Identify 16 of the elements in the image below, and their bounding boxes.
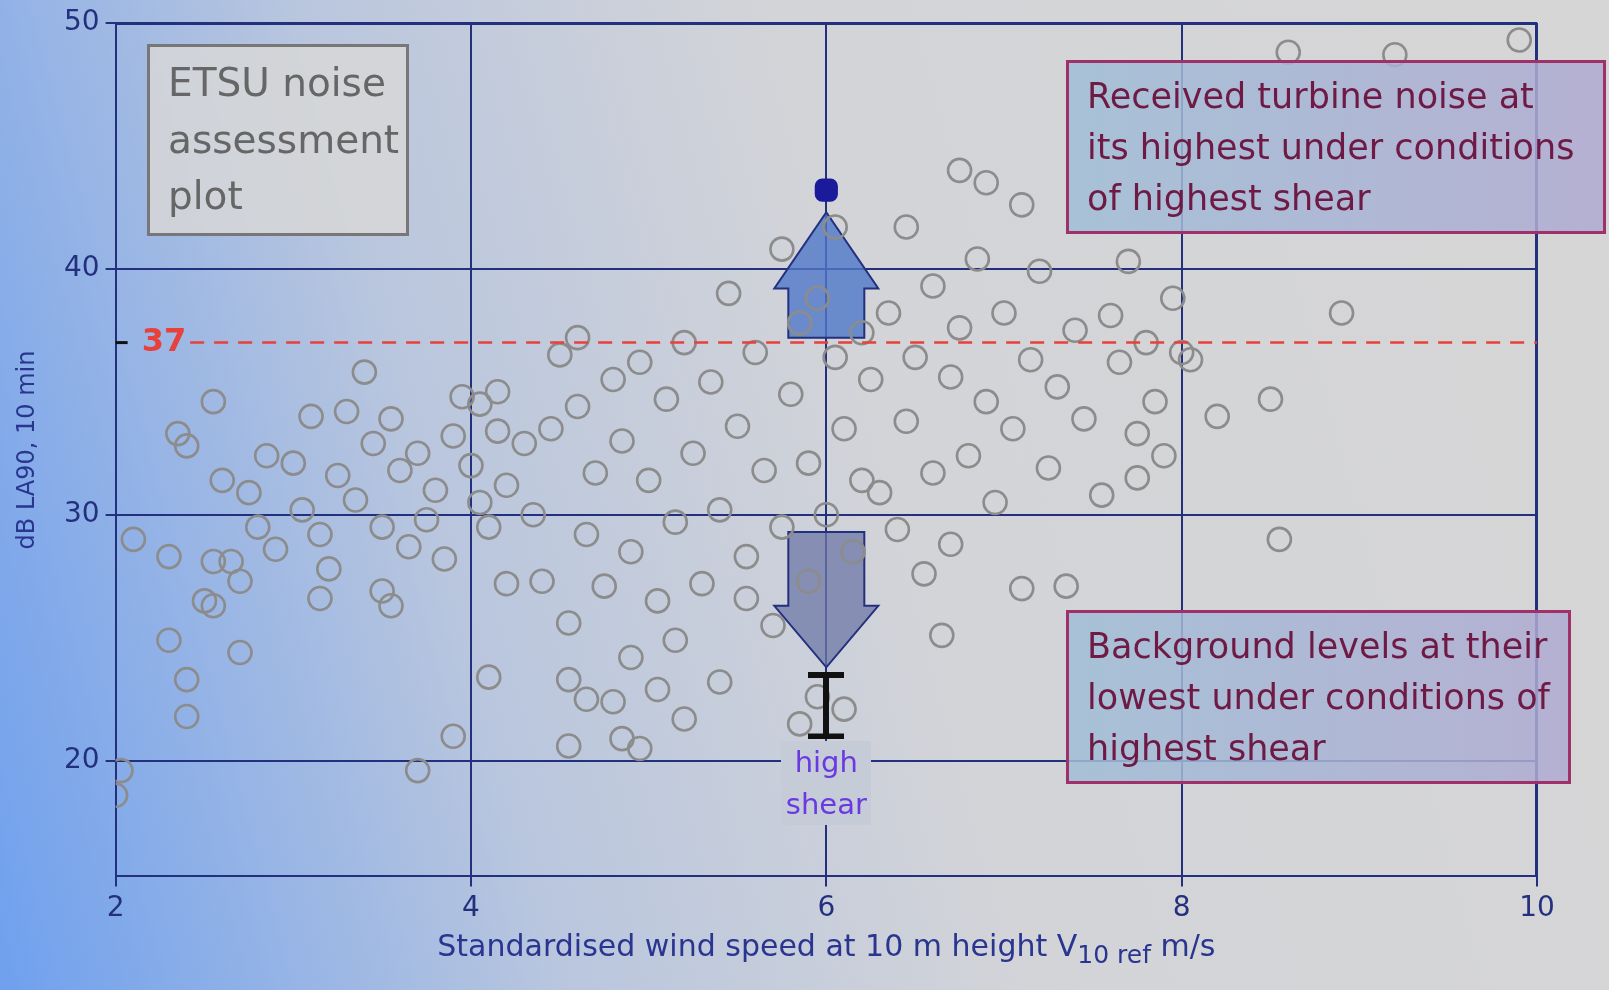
annotation: ETSU noise assessment plot bbox=[147, 44, 409, 236]
annotation: Received turbine noise at its highest under conditions of highest shear bbox=[1066, 60, 1606, 235]
annotation: high shear bbox=[781, 740, 872, 825]
y-tick-label: 30 bbox=[63, 496, 100, 530]
x-tick-label: 10 bbox=[1519, 890, 1555, 924]
x-tick-label: 6 bbox=[817, 890, 836, 924]
ref-line-label: 37 bbox=[141, 320, 187, 359]
y-tick-label: 50 bbox=[63, 4, 100, 38]
x-tick-label: 4 bbox=[462, 890, 480, 924]
x-axis-title: Standardised wind speed at 10 m height V$_{10 ref}$ m/s bbox=[437, 928, 1216, 970]
y-tick-label: 20 bbox=[63, 742, 100, 776]
y-axis-title: dB LA90, 10 min bbox=[11, 350, 40, 550]
y-tick-label: 40 bbox=[63, 250, 100, 284]
x-tick-label: 8 bbox=[1172, 890, 1191, 924]
x-tick-label: 2 bbox=[106, 890, 125, 924]
annotation: Background levels at their lowest under conditions of highest shear bbox=[1066, 610, 1571, 785]
